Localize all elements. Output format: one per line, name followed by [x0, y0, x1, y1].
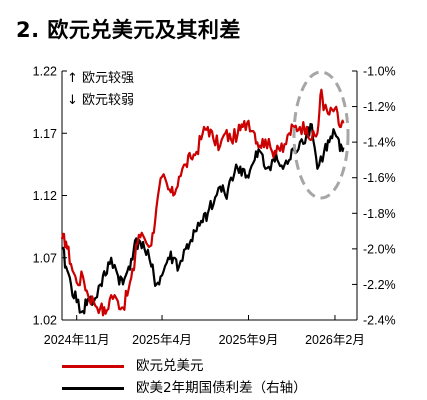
x-axis-ticks: 2024年11月 2025年4月 2025年9月 2026年2月: [44, 315, 365, 347]
x-tick-label: 2024年11月: [44, 333, 110, 347]
right-axis-ticks: -1.0% -1.2% -1.4% -1.6% -1.8% -2.0% -2.2% -2.4%: [352, 65, 396, 328]
page-title: 2. 欧元兑美元及其利差: [16, 18, 241, 42]
legend-swatch-spread: [62, 387, 124, 390]
highlight-ellipse: [292, 70, 350, 200]
series-line-eurusd: [60, 88, 345, 317]
left-tick-label: 1.22: [33, 65, 57, 79]
right-tick-label: -1.0%: [363, 65, 396, 79]
left-axis-ticks: 1.22 1.17 1.12 1.07 1.02: [33, 65, 67, 328]
series-line-spread: [61, 122, 345, 315]
right-tick-label: -1.8%: [363, 207, 396, 221]
x-tick-label: 2025年9月: [219, 333, 279, 347]
right-tick-label: -2.0%: [363, 242, 396, 256]
left-tick-label: 1.12: [33, 189, 57, 203]
right-tick-label: -2.4%: [363, 314, 396, 328]
left-tick-label: 1.17: [33, 127, 57, 141]
left-tick-label: 1.07: [33, 251, 57, 265]
x-tick-label: 2026年2月: [305, 333, 365, 347]
right-tick-label: -1.6%: [363, 171, 396, 185]
right-tick-label: -2.2%: [363, 278, 396, 292]
annotation-euro-weaker: ↓ 欧元较弱: [67, 93, 134, 108]
legend-swatch-eurusd: [62, 365, 124, 368]
series-layer: [60, 88, 345, 317]
annotation-euro-stronger: ↑ 欧元较强: [67, 71, 134, 86]
legend-label-spread: 欧美2年期国债利差（右轴）: [136, 380, 307, 396]
right-tick-label: -1.4%: [363, 136, 396, 150]
legend-label-eurusd: 欧元兑美元: [136, 358, 204, 374]
left-tick-label: 1.02: [33, 314, 57, 328]
x-tick-label: 2025年4月: [132, 333, 192, 347]
right-tick-label: -1.2%: [363, 100, 396, 114]
